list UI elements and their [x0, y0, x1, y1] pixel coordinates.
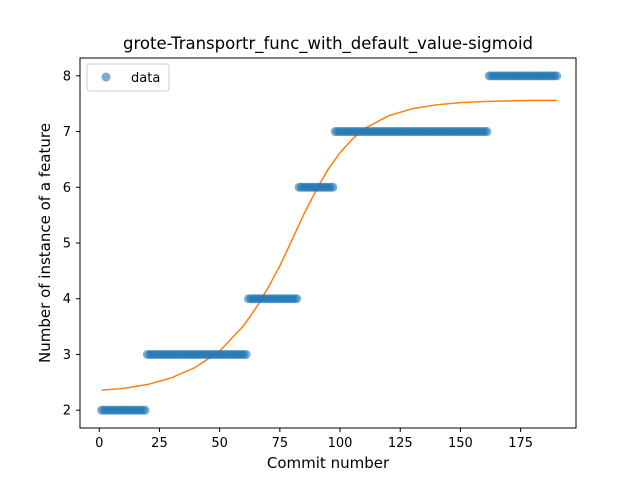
y-ticks: 2 3 4 5 6 7 8 — [63, 69, 80, 419]
data-point — [292, 294, 302, 304]
data-point — [482, 127, 492, 137]
y-tick-label: 3 — [63, 348, 71, 363]
x-tick-label: 0 — [95, 436, 103, 451]
x-tick-label: 175 — [508, 436, 533, 451]
y-tick-label: 7 — [63, 125, 71, 140]
x-ticks: 0 25 50 75 100 125 150 175 — [95, 428, 533, 451]
x-tick-label: 25 — [151, 436, 168, 451]
y-tick-label: 4 — [63, 292, 71, 307]
data-point — [552, 71, 562, 81]
x-axis-label: Commit number — [267, 454, 390, 472]
y-tick-label: 8 — [63, 69, 71, 84]
data-point — [328, 182, 338, 192]
legend-label-data: data — [131, 71, 160, 86]
legend-box — [86, 63, 170, 92]
x-tick-label: 125 — [388, 436, 413, 451]
legend: data — [86, 63, 170, 92]
y-tick-label: 2 — [63, 404, 71, 419]
y-axis-label: Number of instance of a feature — [36, 123, 54, 363]
points-layer — [97, 71, 562, 415]
data-point — [241, 349, 251, 359]
x-tick-label: 75 — [272, 436, 289, 451]
y-tick-label: 6 — [63, 181, 71, 196]
x-tick-label: 150 — [448, 436, 473, 451]
legend-marker-data — [101, 72, 111, 82]
x-tick-label: 100 — [328, 436, 353, 451]
x-tick-label: 50 — [211, 436, 228, 451]
data-point — [140, 405, 150, 415]
y-tick-label: 5 — [63, 237, 71, 252]
chart-title: grote-Transportr_func_with_default_value… — [123, 34, 533, 54]
